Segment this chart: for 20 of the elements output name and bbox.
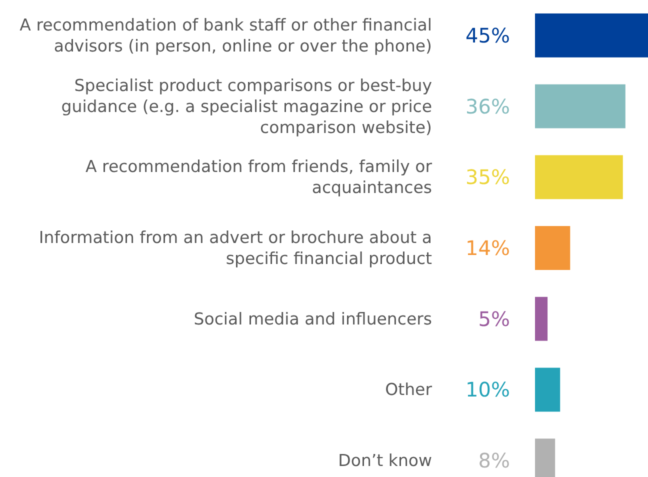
bar (535, 296, 548, 341)
data-label: 36% (466, 94, 510, 118)
data-label: 5% (478, 306, 510, 331)
y-tick-label: Don’t know (338, 451, 432, 470)
data-label: 10% (466, 378, 510, 402)
y-tick-label: Specialist product comparisons or best-buy guidance (e.g. a specialist magazine or price comparison website) (61, 76, 432, 137)
data-label: 8% (478, 448, 510, 473)
data-label: 45% (466, 23, 510, 48)
y-tick-label: Other (385, 380, 432, 400)
y-tick-label: A recommendation of bank staff or other financial advisors (in person, online or over the phone) (20, 15, 432, 56)
y-tick-label: A recommendation from friends, family or acquaintances (86, 157, 432, 198)
bar (535, 368, 560, 412)
data-label: 35% (466, 165, 510, 190)
bar (535, 155, 623, 200)
y-tick-label: Information from an advert or brochure about a specific financial product (38, 228, 433, 268)
bar (535, 84, 626, 128)
data-label: 14% (466, 236, 510, 260)
y-tick-label: Social media and influencers (194, 309, 432, 328)
bar (535, 13, 648, 58)
bar (535, 226, 570, 270)
